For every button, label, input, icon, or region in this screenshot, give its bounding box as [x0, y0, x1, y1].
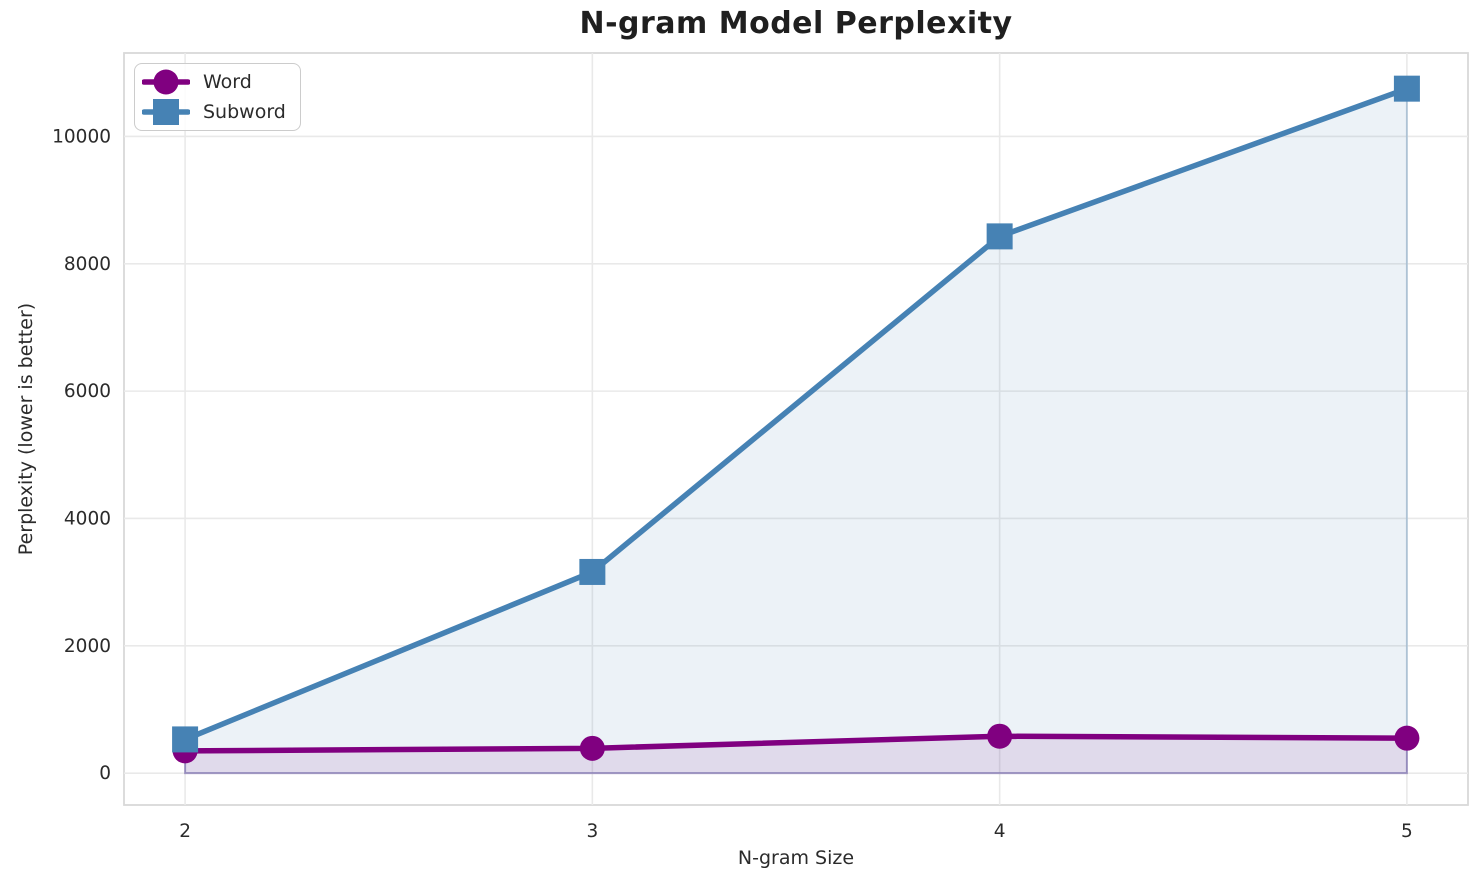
- legend-label: Subword: [203, 101, 286, 123]
- y-tick-label: 10000: [52, 126, 111, 147]
- legend-item-subword: Subword: [142, 97, 286, 127]
- y-tick-label: 8000: [64, 254, 111, 275]
- x-tick-label: 3: [586, 821, 598, 842]
- word-marker: [1394, 725, 1420, 751]
- y-tick-label: 0: [99, 763, 111, 784]
- y-tick-label: 2000: [64, 636, 111, 657]
- subword-line: [182, 85, 1410, 743]
- word-marker: [579, 735, 605, 761]
- plot-border: [123, 52, 1469, 806]
- y-tick-label: 4000: [64, 508, 111, 529]
- x-tick-label: 5: [1401, 821, 1413, 842]
- legend-label: Word: [203, 71, 252, 93]
- subword-marker: [986, 223, 1013, 250]
- subword-marker: [1393, 75, 1420, 102]
- x-tick-label: 4: [994, 821, 1006, 842]
- subword-marker: [579, 558, 606, 585]
- y-tick-label: 6000: [64, 381, 111, 402]
- chart-title: N-gram Model Perplexity: [579, 6, 1013, 41]
- circle-marker-icon: [142, 69, 190, 95]
- word-marker: [987, 723, 1013, 749]
- word-line: [182, 733, 1410, 754]
- subword-marker: [172, 726, 199, 753]
- square-marker-icon: [142, 99, 190, 125]
- x-axis-label: N-gram Size: [737, 847, 855, 869]
- y-axis-label: Perplexity (lower is better): [15, 302, 37, 556]
- x-tick-label: 2: [179, 821, 191, 842]
- legend-item-word: Word: [142, 67, 286, 97]
- legend: Word Subword: [134, 63, 301, 131]
